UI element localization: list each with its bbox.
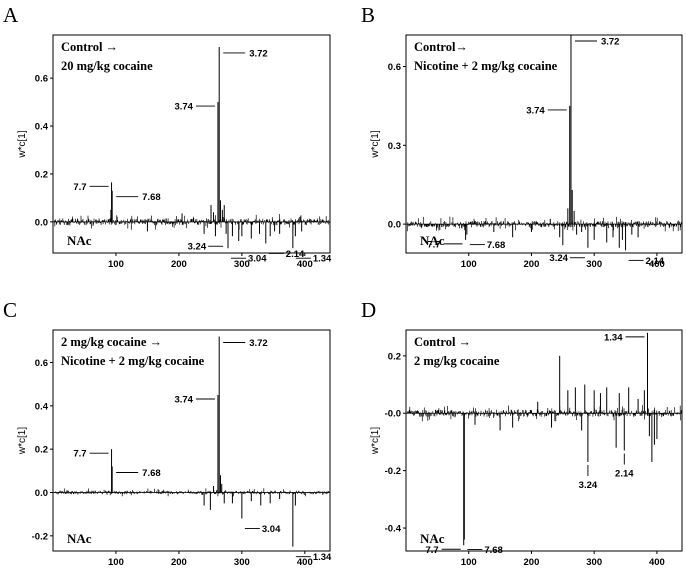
x-tick-label: 400 [649,557,665,568]
series-baseline [406,216,682,232]
region-label: NAc [67,531,92,546]
x-tick-label: 400 [649,259,665,270]
y-axis-label: w*c[1] [370,427,381,455]
y-tick-label: 0.6 [35,74,48,85]
panels: 0.0 0.2 0.4 0.6 100 200 300 400 w*c[1] Control → 2… [17,34,683,568]
y-tick-label: 0.4 [35,401,49,412]
chart-panel-b: 0.0 0.3 0.6 100 200 300 400 w*c[1] Control→ Nicot… [370,34,683,270]
y-axis-label: w*c[1] [370,130,381,158]
peak-annotation: 1.34 [604,332,623,343]
peak-annotation: 3.04 [262,524,281,535]
chart-panel-c: -0.2 0.0 0.2 0.4 0.6 100 200 300 400 w*c[1] 2 mg/k… [17,329,332,568]
peak-annotation: 7.68 [142,192,161,203]
panel-title-line: 2 mg/kg cocaine → [61,335,162,349]
y-axis-label: w*c[1] [17,130,28,158]
x-tick-label: 400 [297,259,313,270]
panel-title-line: Nicotine + 2 mg/kg cocaine [61,354,205,368]
series-baseline [53,488,330,497]
x-tick-label: 200 [171,557,187,568]
plot-frame [405,329,683,552]
panel-letter-a: A [3,3,19,27]
x-tick-label: 100 [108,557,124,568]
y-tick-label: -0.2 [385,466,401,477]
peak-annotation: 3.74 [174,395,193,406]
y-tick-label: 0.6 [388,62,401,73]
x-tick-label: 400 [297,557,313,568]
y-tick-label: 0.4 [35,122,49,133]
x-tick-label: 100 [461,557,477,568]
y-tick-label: -0.4 [385,524,402,535]
panel-title-line: Nicotine + 2 mg/kg cocaine [414,59,558,73]
x-tick-label: 200 [171,259,187,270]
peak-annotation: 2.14 [646,256,665,267]
chart-panel-a: 0.0 0.2 0.4 0.6 100 200 300 400 w*c[1] Control → 2… [17,34,332,270]
panel-title-line: Control→ [414,40,468,54]
peak-annotation: 7.68 [487,240,506,251]
peak-annotation: 2.14 [286,249,305,260]
x-tick-label: 100 [108,259,124,270]
y-tick-label: 0.6 [35,358,48,369]
peak-annotation: 3.72 [601,37,620,48]
x-tick-label: 100 [461,259,477,270]
y-tick-label: 0.3 [388,141,401,152]
panel-title-line: 20 mg/kg cocaine [61,59,153,73]
y-tick-label: 0.2 [388,351,401,362]
y-tick-label: 0.2 [35,169,48,180]
x-tick-label: 200 [524,259,540,270]
y-axis-label: w*c[1] [17,427,28,455]
region-label: NAc [420,531,445,546]
y-tick-label: 0.0 [388,220,401,231]
peak-annotation: 7.7 [73,449,86,460]
plot-frame [52,34,331,254]
y-tick-label: -0.0 [385,409,401,420]
peak-annotation: 7.7 [427,239,440,250]
peak-annotation: 7.7 [425,545,438,556]
x-tick-label: 200 [524,557,540,568]
peak-annotation: 3.24 [579,480,598,491]
panel-title-line: Control → [61,40,118,54]
peak-annotation: 7.68 [142,468,161,479]
x-tick-label: 300 [586,259,602,270]
x-tick-label: 300 [234,259,250,270]
peak-annotation: 2.14 [615,469,634,480]
plot-frame [405,34,683,254]
y-tick-label: 0.2 [35,445,48,456]
peak-annotation: 1.34 [313,254,332,265]
plot-frame [52,329,331,552]
x-tick-label: 300 [586,557,602,568]
region-label: NAc [67,233,92,248]
peak-annotation: 3.24 [188,242,207,253]
y-tick-label: -0.2 [32,531,48,542]
region-label: NAc [420,233,445,248]
series-baseline [53,214,330,230]
panel-letter-c: C [3,298,17,322]
x-tick-label: 300 [234,557,250,568]
y-tick-label: 0.0 [35,217,48,228]
peak-annotation: 3.74 [174,102,193,113]
peak-annotation: 3.74 [526,105,545,116]
panel-title-line: 2 mg/kg cocaine [414,354,500,368]
panel-letter-d: D [361,298,376,322]
series-baseline [406,405,682,422]
baseline-noise-trace [53,214,330,230]
peak-annotation: 7.68 [484,545,503,556]
chart-panel-d: -0.4 -0.2 -0.0 0.2 100 200 300 400 w*c[1] Control… [370,329,683,568]
panel-title-line: Control → [414,335,471,349]
y-tick-label: 0.0 [35,488,48,499]
panel-letter-b: B [361,3,375,27]
peak-annotation: 7.7 [73,182,86,193]
peak-annotation: 3.72 [249,48,268,59]
peak-annotation: 3.72 [249,338,268,349]
peak-annotation: 1.34 [313,552,332,563]
peak-annotation: 3.24 [549,253,568,264]
peak-annotation: 3.04 [248,254,267,265]
